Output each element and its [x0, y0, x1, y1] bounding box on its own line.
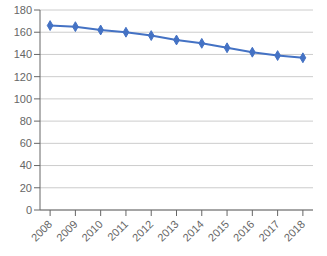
svg-text:2014: 2014: [180, 218, 206, 244]
svg-text:2011: 2011: [105, 218, 130, 243]
svg-text:180: 180: [14, 4, 32, 16]
svg-text:2010: 2010: [79, 218, 105, 244]
svg-text:2017: 2017: [256, 218, 282, 244]
svg-text:40: 40: [20, 159, 32, 171]
svg-text:120: 120: [14, 71, 32, 83]
svg-text:2018: 2018: [281, 218, 307, 244]
svg-text:2012: 2012: [130, 218, 156, 244]
svg-text:80: 80: [20, 115, 32, 127]
svg-text:2009: 2009: [54, 218, 80, 244]
svg-text:20: 20: [20, 182, 32, 194]
svg-text:60: 60: [20, 137, 32, 149]
svg-text:2015: 2015: [205, 218, 231, 244]
svg-text:0: 0: [26, 204, 32, 216]
svg-text:100: 100: [14, 93, 32, 105]
svg-text:2016: 2016: [231, 218, 257, 244]
svg-text:2008: 2008: [29, 218, 55, 244]
svg-text:2013: 2013: [155, 218, 181, 244]
svg-text:140: 140: [14, 48, 32, 60]
svg-text:160: 160: [14, 26, 32, 38]
